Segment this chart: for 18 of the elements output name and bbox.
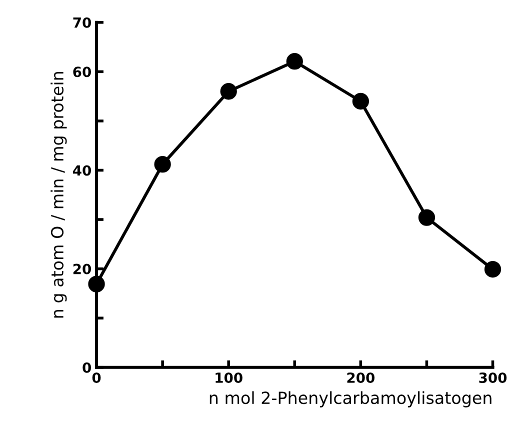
x-tick-label: 100 [216,372,242,383]
x-tick-label: 300 [479,372,507,383]
y-tick-label: 20 [73,264,91,274]
x-tick-label: 0 [92,372,101,383]
y-tick-label: 60 [73,66,91,78]
x-axis-title: n mol 2-Phenylcarbamoylisatogen [210,391,492,408]
y-tick-label: 0 [82,362,91,373]
point [220,83,237,100]
point [352,92,370,110]
point [484,260,502,278]
x-tick-label: 200 [347,372,375,383]
point [154,156,171,173]
point [418,209,436,226]
y-tick-label: 70 [73,17,91,28]
y-tick-label: 40 [72,165,91,176]
y-axis-title: n g atom O / min / mg protein [50,72,67,318]
point [286,52,303,70]
point [88,276,105,292]
